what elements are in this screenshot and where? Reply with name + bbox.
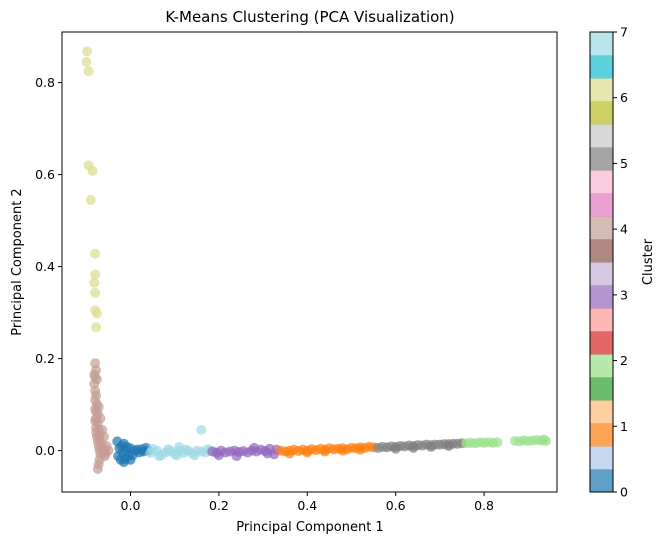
colorbar-ticks: 0 1 2 3 4 5 6 7 bbox=[613, 25, 628, 500]
colorbar-band bbox=[590, 55, 613, 79]
colorbar-band bbox=[590, 147, 613, 171]
data-point bbox=[91, 308, 102, 319]
data-point bbox=[390, 443, 401, 454]
y-tick-label: 0.2 bbox=[35, 351, 55, 366]
plot-area-frame bbox=[61, 31, 558, 493]
data-point bbox=[180, 444, 191, 455]
colorbar-bands bbox=[590, 32, 613, 493]
y-tick-label: 0.8 bbox=[35, 75, 55, 90]
data-point bbox=[249, 442, 260, 453]
y-tick-label: 0.4 bbox=[35, 259, 55, 274]
x-axis-ticks: 0.0 0.2 0.4 0.6 0.8 bbox=[121, 492, 494, 513]
x-axis-label: Principal Component 1 bbox=[236, 520, 383, 535]
colorbar-band bbox=[590, 446, 613, 470]
data-point bbox=[125, 454, 136, 465]
colorbar-label: Cluster bbox=[641, 238, 656, 285]
colorbar-tick-label: 7 bbox=[620, 25, 628, 40]
colorbar-tick-label: 2 bbox=[620, 353, 628, 368]
data-point bbox=[443, 441, 454, 451]
data-point bbox=[154, 451, 165, 462]
chart-title: K-Means Clustering (PCA Visualization) bbox=[165, 8, 454, 26]
colorbar-band bbox=[590, 78, 613, 102]
colorbar-frame bbox=[589, 31, 614, 493]
colorbar-tick-label: 5 bbox=[620, 156, 628, 171]
data-point bbox=[83, 66, 94, 77]
y-axis-ticks: 0.0 0.2 0.4 0.6 0.8 bbox=[35, 75, 62, 458]
data-point bbox=[101, 441, 112, 451]
data-point bbox=[284, 448, 295, 459]
data-point bbox=[355, 444, 366, 455]
data-point bbox=[87, 165, 98, 176]
y-tick-label: 0.0 bbox=[35, 443, 55, 458]
colorbar-band bbox=[590, 354, 613, 378]
data-point bbox=[93, 401, 104, 412]
y-tick-label: 0.6 bbox=[35, 167, 55, 182]
data-point bbox=[319, 446, 330, 457]
colorbar-band bbox=[590, 400, 613, 424]
colorbar-band bbox=[590, 469, 613, 493]
data-point bbox=[97, 424, 108, 435]
data-point bbox=[147, 443, 158, 454]
data-point bbox=[540, 435, 551, 446]
data-point bbox=[81, 56, 92, 67]
colorbar-tick-label: 6 bbox=[620, 90, 628, 105]
data-point bbox=[82, 46, 93, 57]
data-point bbox=[92, 464, 103, 474]
data-point bbox=[90, 269, 101, 280]
colorbar: 0 1 2 3 4 5 6 7 Cluster bbox=[589, 25, 656, 500]
data-point bbox=[302, 447, 313, 458]
colorbar-band bbox=[590, 32, 613, 56]
colorbar-tick-label: 3 bbox=[620, 287, 628, 302]
data-point bbox=[189, 450, 200, 461]
data-point bbox=[426, 441, 437, 452]
colorbar-band bbox=[590, 170, 613, 194]
colorbar-band bbox=[590, 331, 613, 355]
data-point bbox=[90, 287, 101, 298]
data-point bbox=[85, 194, 96, 205]
x-tick-label: 0.4 bbox=[297, 498, 317, 513]
data-point bbox=[89, 369, 100, 380]
data-point bbox=[337, 445, 348, 456]
colorbar-band bbox=[590, 124, 613, 148]
data-point bbox=[163, 444, 174, 455]
data-point bbox=[231, 451, 242, 462]
y-axis-label: Principal Component 2 bbox=[10, 188, 25, 335]
colorbar-band bbox=[590, 262, 613, 286]
data-point bbox=[171, 450, 182, 461]
x-tick-label: 0.2 bbox=[209, 498, 229, 513]
colorbar-band bbox=[590, 239, 613, 263]
colorbar-band bbox=[590, 193, 613, 217]
data-point bbox=[91, 322, 102, 333]
colorbar-band bbox=[590, 285, 613, 309]
data-point bbox=[262, 448, 273, 459]
colorbar-band bbox=[590, 216, 613, 240]
colorbar-band bbox=[590, 101, 613, 125]
colorbar-tick-label: 1 bbox=[620, 419, 628, 434]
colorbar-band bbox=[590, 377, 613, 401]
data-point bbox=[89, 277, 100, 288]
x-tick-label: 0.8 bbox=[474, 498, 494, 513]
data-point bbox=[213, 450, 224, 461]
data-point bbox=[408, 442, 419, 453]
x-tick-label: 0.6 bbox=[386, 498, 406, 513]
data-point bbox=[90, 248, 101, 259]
data-point bbox=[492, 437, 503, 448]
colorbar-tick-label: 4 bbox=[620, 222, 628, 237]
colorbar-band bbox=[590, 423, 613, 447]
data-point bbox=[100, 448, 111, 459]
x-tick-label: 0.0 bbox=[121, 498, 141, 513]
data-point bbox=[95, 413, 106, 424]
scatter-points bbox=[81, 46, 551, 474]
data-point bbox=[196, 424, 207, 435]
colorbar-tick-label: 0 bbox=[620, 485, 628, 500]
colorbar-band bbox=[590, 308, 613, 332]
